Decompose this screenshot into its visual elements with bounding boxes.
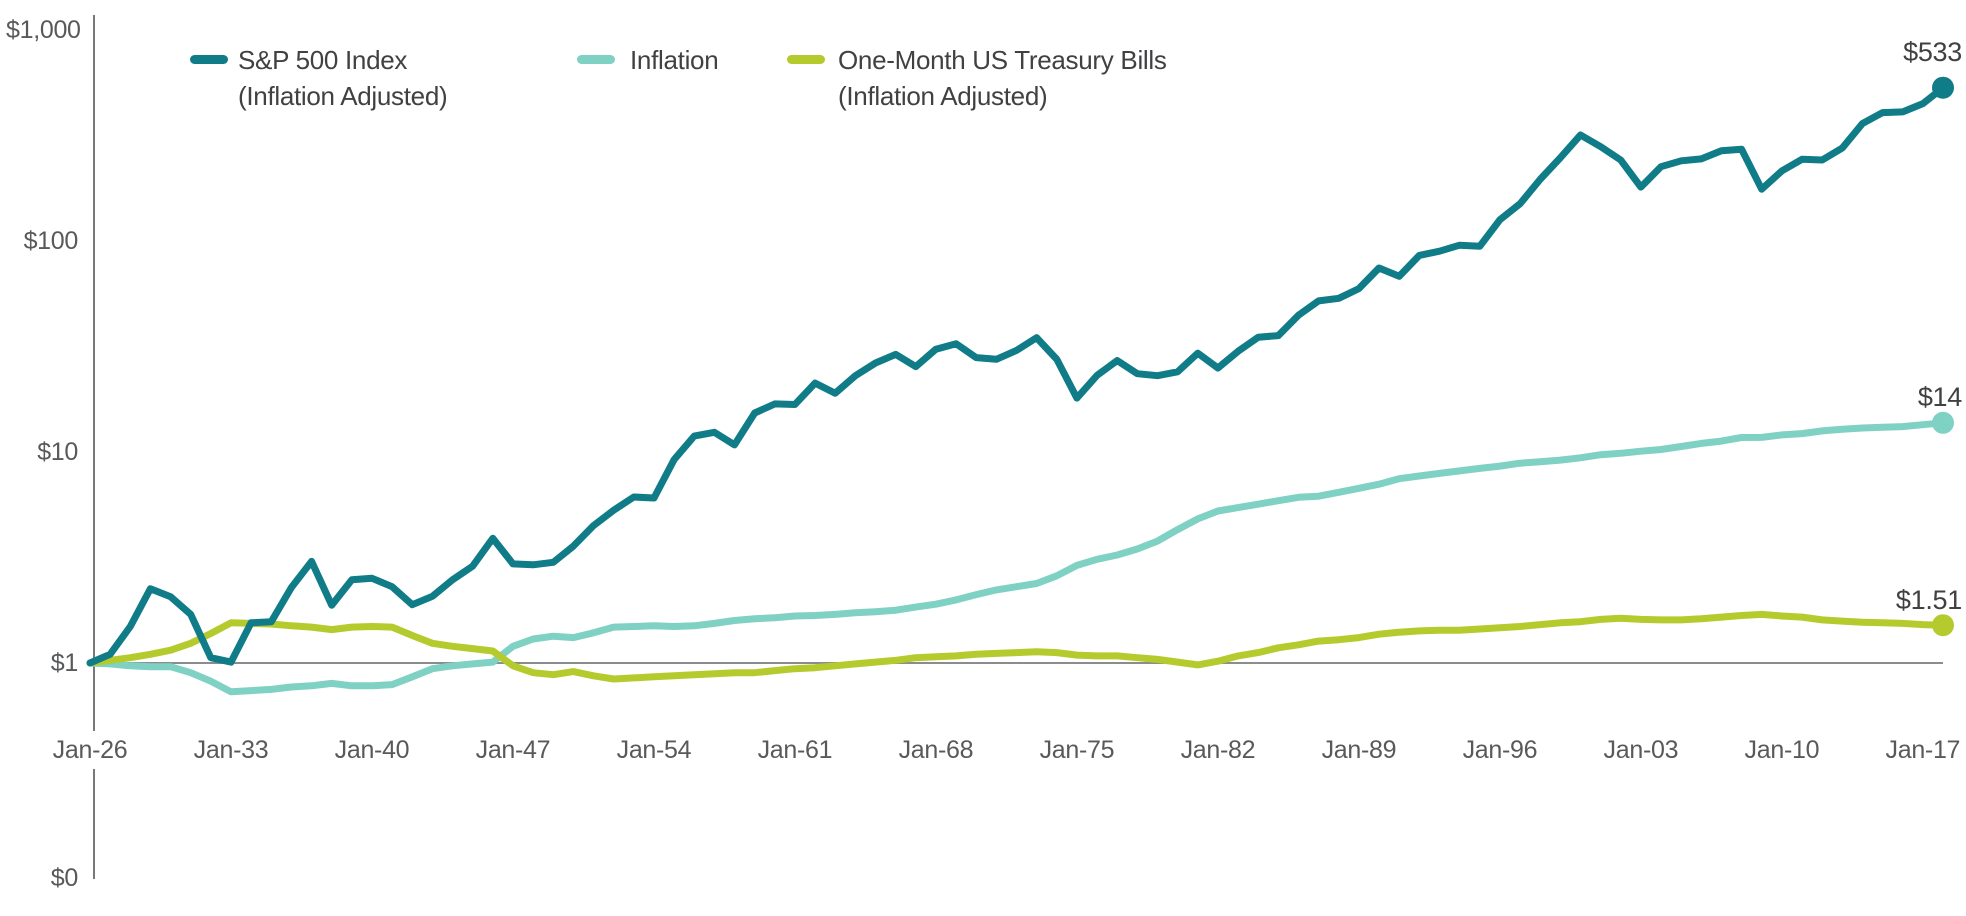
tbills-line xyxy=(86,610,1947,683)
x-axis-tick-label: Jan-33 xyxy=(193,736,269,764)
legend-item-sp500: S&P 500 Index (Inflation Adjusted) xyxy=(238,42,448,114)
x-axis-tick-label: Jan-68 xyxy=(898,736,974,764)
end-value-label-inflation: $14 xyxy=(1917,381,1962,412)
x-axis-tick-label: Jan-40 xyxy=(334,736,410,764)
x-axis-tick-label: Jan-89 xyxy=(1321,736,1397,764)
legend-swatch-inflation xyxy=(577,55,615,64)
legend-item-label: (Inflation Adjusted) xyxy=(238,81,448,111)
legend-swatch-tbills xyxy=(787,55,825,64)
x-axis-tick-label: Jan-10 xyxy=(1744,736,1820,764)
end-value-label-tbills: $1.51 xyxy=(1895,585,1962,616)
legend-item-label: One-Month US Treasury Bills xyxy=(838,45,1167,75)
sp500-end-dot xyxy=(1932,76,1954,99)
x-axis-tick-label: Jan-26 xyxy=(52,736,128,764)
y-axis-tick-label: $1,000 xyxy=(6,16,81,44)
x-axis-tick-label: Jan-82 xyxy=(1180,736,1256,764)
legend-item-label: S&P 500 Index xyxy=(238,45,408,75)
x-axis-tick-label: Jan-54 xyxy=(616,736,692,764)
x-axis-tick-label: Jan-61 xyxy=(757,736,833,764)
x-axis-tick-label: Jan-96 xyxy=(1462,736,1538,764)
legend-item-label: (Inflation Adjusted) xyxy=(838,81,1048,111)
legend-item-inflation: Inflation xyxy=(630,42,719,78)
legend-item-tbills: One-Month US Treasury Bills (Inflation Ad… xyxy=(838,42,1167,114)
y-axis-tick-label: $10 xyxy=(37,438,78,466)
x-axis-tick-label: Jan-17 xyxy=(1885,736,1961,764)
inflation-line xyxy=(86,419,1947,696)
sp500-line xyxy=(86,84,1947,667)
y-axis-tick-label: $100 xyxy=(23,227,79,255)
x-axis-tick-label: Jan-03 xyxy=(1603,736,1679,764)
legend-item-label: Inflation xyxy=(630,45,719,75)
end-value-label-sp500: $533 xyxy=(1903,36,1962,67)
x-axis-tick-label: Jan-47 xyxy=(475,736,551,764)
y-axis-tick-label: $0 xyxy=(50,864,79,892)
y-axis-tick-label: $1 xyxy=(50,649,79,677)
legend-swatch-sp500 xyxy=(190,55,228,64)
tbills-end-dot xyxy=(1932,614,1954,637)
inflation-end-dot xyxy=(1932,411,1954,434)
x-axis-tick-label: Jan-75 xyxy=(1039,736,1115,764)
